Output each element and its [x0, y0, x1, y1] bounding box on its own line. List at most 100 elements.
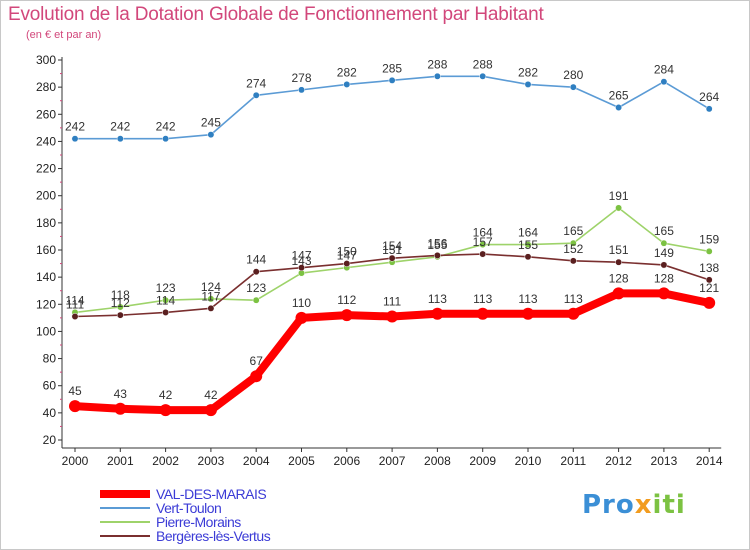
data-label: 114	[156, 293, 175, 307]
data-point	[660, 239, 668, 247]
data-label: 165	[563, 224, 583, 238]
data-point	[433, 251, 441, 259]
data-label: 274	[246, 76, 266, 90]
x-tick-label: 2011	[560, 454, 586, 468]
data-point	[250, 370, 263, 383]
data-point	[343, 80, 351, 88]
y-tick-label: 240	[36, 134, 56, 148]
data-label: 150	[337, 245, 357, 259]
data-point	[705, 247, 713, 255]
data-point	[116, 135, 124, 143]
data-label: 138	[699, 261, 719, 275]
data-label: 114	[65, 293, 84, 307]
y-tick-label: 280	[36, 80, 56, 94]
data-point	[207, 131, 215, 139]
data-label: 123	[156, 281, 176, 295]
data-point	[569, 257, 577, 265]
x-tick-label: 2009	[469, 454, 496, 468]
data-label: 113	[564, 292, 583, 306]
legend-swatch	[100, 535, 150, 537]
data-point	[703, 296, 716, 309]
data-label: 159	[699, 232, 719, 246]
legend-label: Vert-Toulon	[156, 500, 222, 516]
data-label: 67	[250, 354, 264, 368]
data-label: 117	[201, 289, 220, 303]
data-label: 155	[427, 238, 447, 252]
data-label: 113	[428, 292, 447, 306]
y-tick-label: 60	[43, 379, 57, 393]
legend-label: Pierre-Morains	[156, 514, 241, 530]
data-label: 155	[518, 238, 538, 252]
data-point	[252, 91, 260, 99]
data-label: 242	[156, 120, 176, 134]
data-point	[705, 276, 713, 284]
legend-swatch	[100, 507, 150, 509]
data-point	[524, 80, 532, 88]
series-layer	[69, 72, 716, 417]
data-point	[567, 307, 580, 320]
x-tick-label: 2001	[107, 454, 134, 468]
y-tick-label: 80	[43, 352, 57, 366]
data-label: 288	[473, 57, 493, 71]
data-point	[479, 250, 487, 258]
data-label: 42	[204, 388, 218, 402]
data-point	[114, 402, 127, 415]
data-label: 282	[337, 65, 357, 79]
data-point	[162, 296, 170, 304]
data-label: 121	[699, 281, 719, 295]
data-label: 128	[609, 271, 629, 285]
data-labels: 242 242 242 245 274 278 282 285 288 288 282 280 265 2…	[65, 57, 720, 402]
y-tick-label: 120	[36, 297, 56, 311]
data-label: 151	[382, 243, 402, 257]
data-point	[116, 303, 124, 311]
y-tick-label: 100	[36, 324, 56, 338]
data-point	[162, 308, 170, 316]
data-point	[252, 296, 260, 304]
x-tick-label: 2006	[333, 454, 360, 468]
data-label: 112	[337, 293, 356, 307]
data-label: 110	[292, 296, 311, 310]
data-point	[569, 239, 577, 247]
data-point	[615, 104, 623, 111]
data-label: 152	[563, 242, 583, 256]
x-tick-label: 2002	[152, 454, 179, 468]
legend-swatch	[100, 490, 150, 498]
data-point	[71, 313, 79, 320]
data-point	[295, 311, 308, 324]
data-label: 164	[473, 226, 493, 240]
data-label: 157	[473, 235, 493, 249]
data-label: 143	[291, 254, 311, 268]
x-tick-label: 2000	[62, 454, 89, 468]
data-point	[522, 307, 534, 320]
data-point	[524, 253, 532, 261]
x-tick-label: 2004	[243, 454, 270, 468]
data-point	[116, 311, 124, 319]
y-tick-label: 220	[36, 162, 56, 176]
data-label: 265	[609, 89, 629, 103]
y-tick-label: 40	[43, 406, 57, 420]
data-label: 43	[114, 387, 128, 401]
data-point	[660, 261, 668, 269]
data-point	[162, 135, 170, 143]
data-label: 128	[654, 271, 674, 285]
x-tick-label: 2010	[515, 454, 542, 468]
data-label: 285	[382, 61, 402, 75]
data-point	[388, 76, 396, 84]
data-label: 242	[65, 120, 85, 134]
data-point	[69, 400, 81, 413]
data-point	[207, 295, 215, 303]
y-tick-label: 300	[36, 53, 56, 67]
data-label: 111	[66, 298, 85, 312]
data-label: 154	[382, 239, 402, 253]
data-point	[159, 404, 172, 417]
y-tick-label: 20	[43, 433, 57, 447]
data-point	[204, 404, 217, 417]
data-label: 112	[111, 296, 130, 310]
data-label: 123	[246, 281, 266, 295]
legend-label: VAL-DES-MARAIS	[156, 486, 267, 502]
axes: 20 40 60 80 100 120 140 160 180 200 220 240 260 280 30…	[36, 53, 723, 468]
data-label: 282	[518, 65, 538, 79]
data-point	[207, 304, 215, 312]
data-point	[569, 83, 577, 91]
